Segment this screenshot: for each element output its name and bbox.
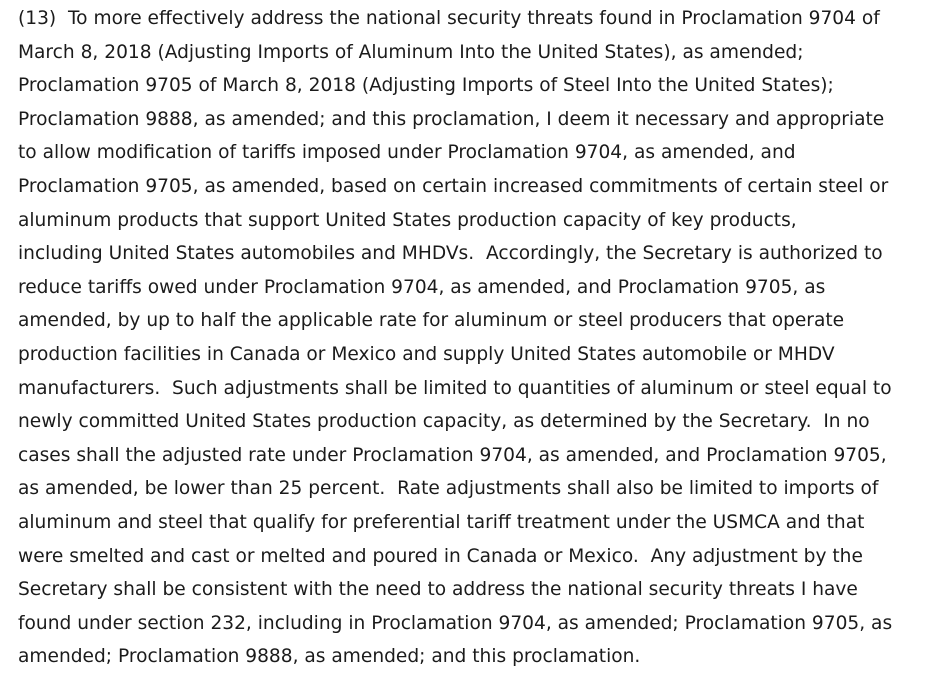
paragraph-line: found under section 232, including in Pr… [18, 612, 893, 634]
paragraph-line: including United States automobiles and … [18, 243, 883, 265]
paragraph-line: amended; Proclamation 9888, as amended; … [18, 646, 641, 668]
paragraph-line: Proclamation 9705, as amended, based on … [18, 175, 889, 197]
paragraph-line: cases shall the adjusted rate under Proc… [18, 444, 887, 466]
paragraph-line: Proclamation 9888, as amended; and this … [18, 108, 885, 130]
paragraph-line: aluminum and steel that qualify for pref… [18, 511, 865, 533]
paragraph-line: were smelted and cast or melted and pour… [18, 545, 863, 567]
paragraph-line: aluminum products that support United St… [18, 209, 797, 231]
paragraph-line: as amended, be lower than 25 percent. Ra… [18, 478, 879, 500]
paragraph-line: newly committed United States production… [18, 411, 870, 433]
paragraph-line: Proclamation 9705 of March 8, 2018 (Adju… [18, 75, 834, 97]
paragraph-line: to allow modification of tariffs imposed… [18, 142, 796, 164]
paragraph-line: production facilities in Canada or Mexic… [18, 343, 835, 365]
paragraph-line: reduce tariffs owed under Proclamation 9… [18, 276, 826, 298]
paragraph-line: manufacturers. Such adjustments shall be… [18, 377, 892, 399]
paragraph-line: March 8, 2018 (Adjusting Imports of Alum… [18, 41, 804, 63]
paragraph-line: (13) To more effectively address the nat… [18, 8, 880, 29]
paragraph-line: amended, by up to half the applicable ra… [18, 310, 845, 332]
proclamation-paragraph-13: (13) To more effectively address the nat… [18, 2, 938, 674]
paragraph-line: Secretary shall be consistent with the n… [18, 579, 858, 601]
